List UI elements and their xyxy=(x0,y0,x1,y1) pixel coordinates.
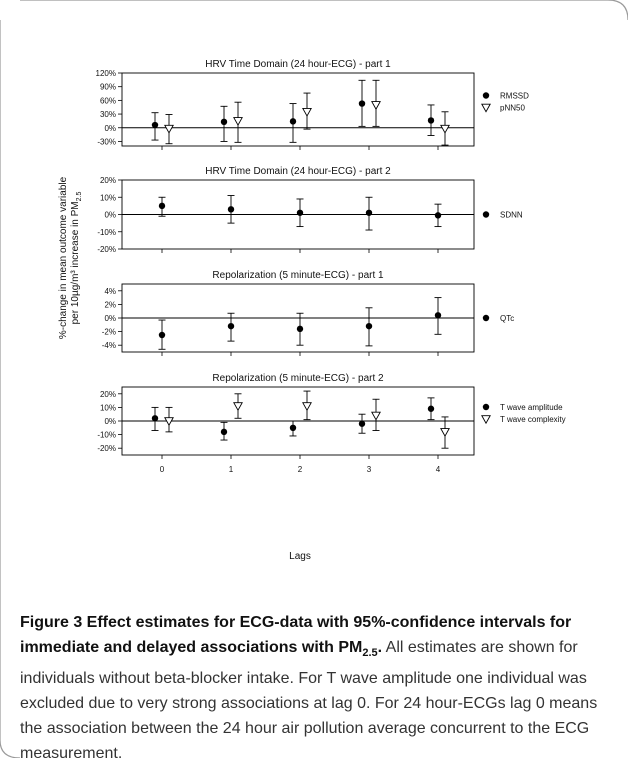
y-tick-label: 10% xyxy=(100,193,116,202)
legend-label: RMSSD xyxy=(500,92,529,101)
figure-caption: Figure 3 Effect estimates for ECG-data w… xyxy=(20,610,608,766)
y-axis-label: %-change in mean outcome variable per 10… xyxy=(58,176,83,339)
chart-panel-3: Repolarization (5 minute-ECG) - part 1 -4… xyxy=(102,270,514,356)
x-tick-label: 3 xyxy=(367,465,372,474)
legend-label: SDNN xyxy=(500,211,523,220)
data-point xyxy=(158,202,166,210)
chart-title: HRV Time Domain (24 hour-ECG) - part 2 xyxy=(205,166,391,177)
data-point xyxy=(358,420,366,427)
data-point xyxy=(440,428,450,438)
y-axis-label-line2: per 10µg/m³ increase in PM2.5 xyxy=(70,192,83,325)
y-axis-label-line1: %-change in mean outcome variable xyxy=(58,176,69,339)
legend-marker xyxy=(482,403,490,411)
chart-panel-4: Repolarization (5 minute-ECG) - part 2 -2… xyxy=(97,373,565,474)
data-point xyxy=(371,411,381,421)
data-point xyxy=(302,107,312,117)
y-tick-label: 0% xyxy=(104,124,116,133)
y-tick-label: 20% xyxy=(100,390,116,399)
legend-marker xyxy=(481,103,491,113)
chart-panel-2: HRV Time Domain (24 hour-ECG) - part 2 -2… xyxy=(97,166,523,254)
data-point xyxy=(427,405,435,412)
y-tick-label: -20% xyxy=(97,245,116,254)
x-tick-label: 4 xyxy=(436,465,441,474)
data-point xyxy=(296,209,304,216)
legend-marker xyxy=(481,415,491,425)
legend-marker xyxy=(482,314,490,322)
y-tick-label: -10% xyxy=(97,228,116,237)
data-point xyxy=(233,117,243,127)
caption-heading: Figure 3 Effect estimates for ECG-data w… xyxy=(20,614,572,660)
data-point xyxy=(158,331,166,339)
chart-title: HRV Time Domain (24 hour-ECG) - part 1 xyxy=(205,59,391,70)
caption-text: All estimates are shown for individuals … xyxy=(20,639,598,763)
data-point xyxy=(151,415,159,422)
data-point xyxy=(227,206,235,213)
y-tick-label: 0% xyxy=(104,417,116,426)
data-point xyxy=(164,417,174,427)
y-tick-label: 20% xyxy=(100,176,116,185)
x-axis-label: Lags xyxy=(289,551,311,562)
y-tick-label: 120% xyxy=(96,69,116,78)
data-point xyxy=(164,124,174,134)
data-point xyxy=(365,322,373,330)
y-tick-label: 60% xyxy=(100,96,116,105)
y-tick-label: 2% xyxy=(104,300,116,309)
y-tick-label: 10% xyxy=(100,403,116,412)
data-point xyxy=(427,117,435,124)
chart-title: Repolarization (5 minute-ECG) - part 2 xyxy=(212,373,384,384)
data-point xyxy=(302,402,312,412)
data-point xyxy=(233,402,243,412)
plot-frame xyxy=(121,72,475,147)
x-tick-label: 0 xyxy=(160,465,165,474)
y-tick-label: -2% xyxy=(102,328,116,337)
data-point xyxy=(227,322,235,330)
chart-panels: HRV Time Domain (24 hour-ECG) - part 1 -3… xyxy=(96,59,566,474)
data-point xyxy=(289,118,297,125)
data-point xyxy=(434,212,442,219)
y-tick-label: 0% xyxy=(104,211,116,220)
legend-label: T wave complexity xyxy=(500,415,566,424)
x-tick-label: 2 xyxy=(298,465,303,474)
y-tick-label: -10% xyxy=(97,431,116,440)
y-tick-label: -20% xyxy=(97,444,116,453)
data-point xyxy=(434,312,442,319)
y-tick-label: -4% xyxy=(102,341,116,350)
chart-title: Repolarization (5 minute-ECG) - part 1 xyxy=(212,270,384,281)
legend-label: QTc xyxy=(500,314,514,323)
y-tick-label: -30% xyxy=(97,137,116,146)
legend-label: pNN50 xyxy=(500,104,525,113)
data-point xyxy=(358,100,366,107)
x-tick-label: 1 xyxy=(229,465,234,474)
y-tick-label: 4% xyxy=(104,287,116,296)
y-tick-label: 90% xyxy=(100,83,116,92)
data-point xyxy=(371,101,381,111)
legend-marker xyxy=(482,92,490,99)
data-point xyxy=(220,118,228,126)
data-point xyxy=(296,325,304,333)
data-point xyxy=(365,209,373,216)
y-tick-label: 30% xyxy=(100,110,116,119)
y-tick-label: 0% xyxy=(104,314,116,323)
figure-charts: %-change in mean outcome variable per 10… xyxy=(58,59,566,562)
data-point xyxy=(440,124,450,134)
chart-panel-1: HRV Time Domain (24 hour-ECG) - part 1 -3… xyxy=(96,59,529,150)
data-point xyxy=(289,424,297,431)
data-point xyxy=(151,121,159,129)
legend-marker xyxy=(482,211,490,218)
data-point xyxy=(220,428,228,436)
legend-label: T wave amplitude xyxy=(500,403,563,412)
